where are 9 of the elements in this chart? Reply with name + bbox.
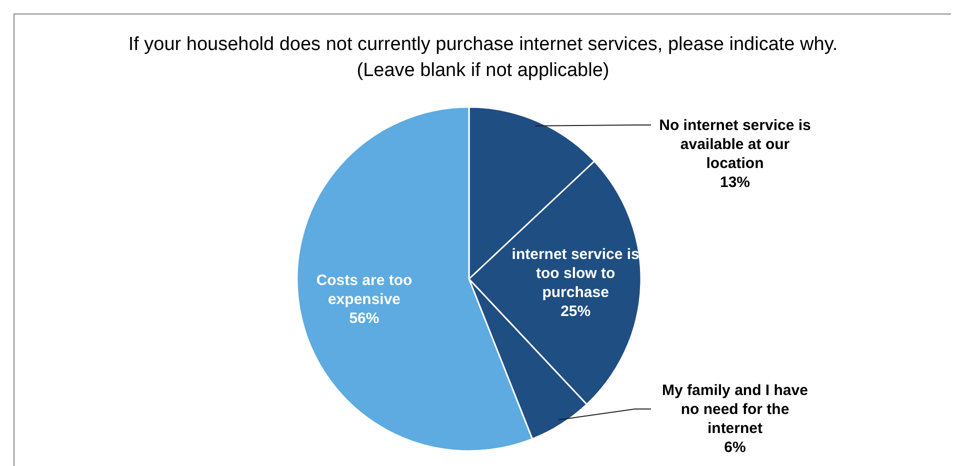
slice-label: My family and I have no need for the internet <box>662 382 808 437</box>
slice-label: No internet service is available at our location <box>659 117 811 172</box>
slice-label: internet service is too slow to purchase <box>512 246 640 301</box>
data-label: 25% <box>560 302 591 320</box>
data-label: 6% <box>724 439 746 456</box>
slice-label: Costs are too expensive <box>316 272 412 308</box>
data-label: 56% <box>349 310 380 327</box>
data-label: 13% <box>720 174 750 191</box>
chart-title: If your household does not currently purchase internet services, please indicate why. (Leave blank if not applicable) <box>128 34 838 81</box>
